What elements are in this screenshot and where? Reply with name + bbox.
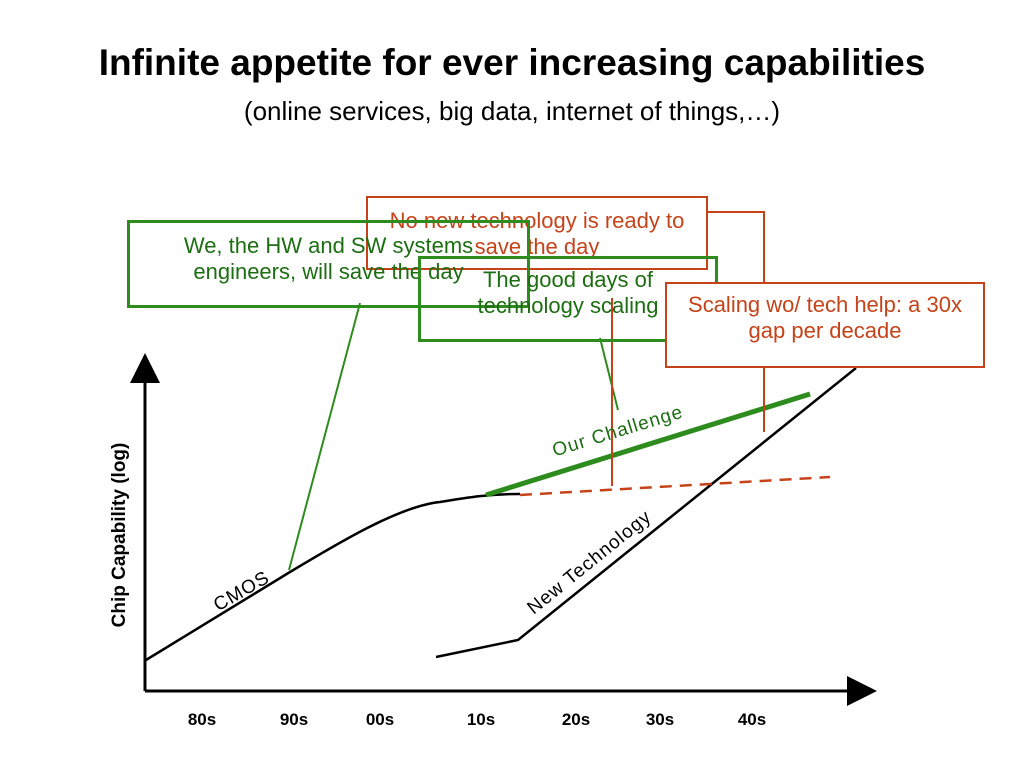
slide-subtitle: (online services, big data, internet of …: [243, 96, 781, 126]
x-tick-80s: 80s: [187, 710, 217, 729]
good-days-text: The good days of technology scaling: [477, 267, 659, 318]
x-tick-40s: 40s: [737, 710, 767, 729]
good-days-pointer: [599, 337, 619, 411]
x-tick-30s: 30s: [645, 710, 675, 729]
scaling-gap-callout: Scaling wo/ tech help: a 30x gap per dec…: [665, 282, 985, 368]
scaling-gap-text: Scaling wo/ tech help: a 30x gap per dec…: [688, 292, 962, 343]
y-axis-label-text: Chip Capability (log): [109, 442, 130, 628]
cmos-curve: [145, 492, 521, 662]
our-challenge-line: [485, 391, 811, 498]
x-tick-90s: 90s: [279, 710, 309, 729]
engineers-pointer: [288, 302, 361, 571]
x-tick-00s: 00s: [365, 710, 395, 729]
good-days-callout: The good days of technology scaling: [418, 256, 718, 342]
x-tick-20s: 20s: [561, 710, 591, 729]
x-tick-10s: 10s: [466, 710, 496, 729]
tech-scaling-extension: [519, 475, 831, 497]
new-technology-curve: [435, 367, 857, 659]
slide-title: Infinite appetite for ever increasing ca…: [98, 42, 926, 83]
